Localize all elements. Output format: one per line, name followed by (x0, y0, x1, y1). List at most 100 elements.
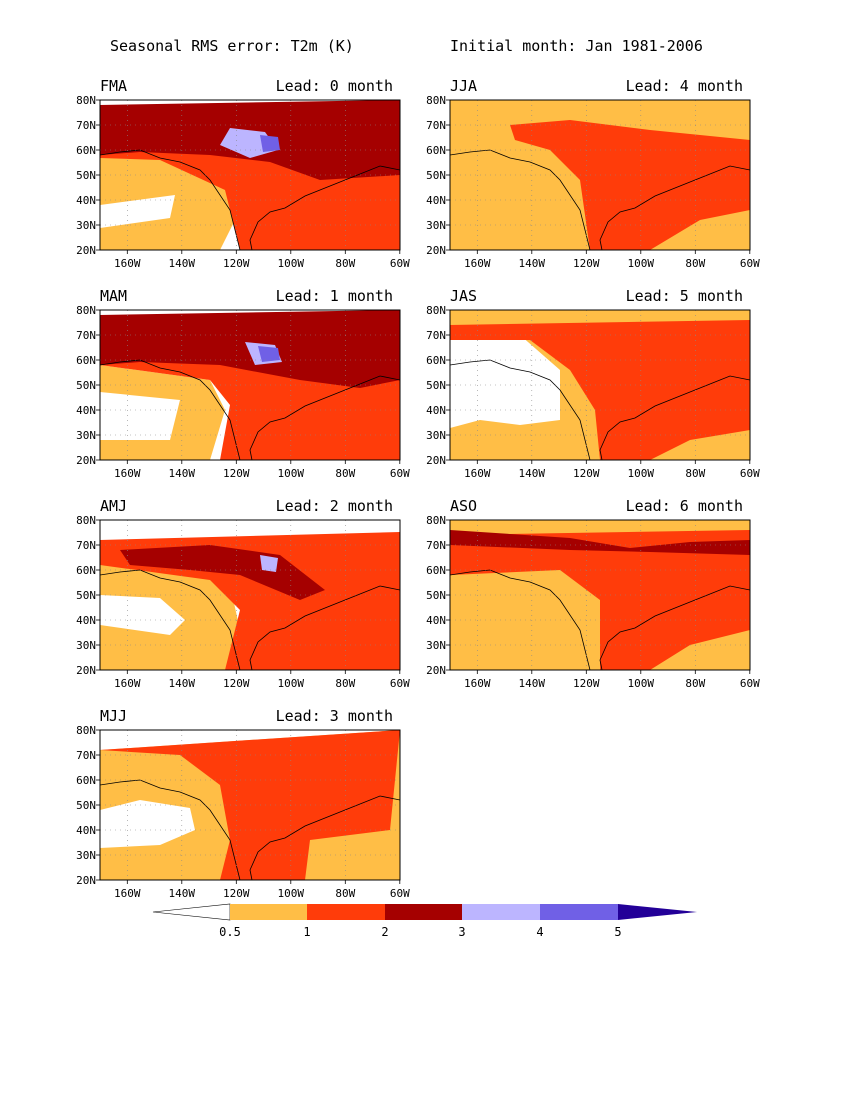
lat-tick-label: 20N (426, 244, 446, 257)
lon-tick-label: 140W (169, 467, 196, 480)
colorbar-upper-arrow (618, 904, 697, 920)
lat-tick-label: 50N (426, 379, 446, 392)
lon-tick-label: 60W (740, 677, 760, 690)
lon-tick-label: 160W (114, 467, 141, 480)
season-label: JJA (450, 77, 477, 95)
lon-tick-label: 80W (335, 257, 355, 270)
colorbar-label-4: 4 (536, 925, 543, 939)
panel-jja: JJA Lead: 4 month 80N 70N 60N 50N 40N 30N 20N 160… (426, 77, 760, 270)
lon-tick-label: 140W (519, 257, 546, 270)
lon-tick-label: 100W (278, 257, 305, 270)
lat-tick-label: 80N (426, 94, 446, 107)
colorbar-label-1: 1 (303, 925, 310, 939)
colorbar-label-3: 3 (458, 925, 465, 939)
lat-tick-label: 70N (76, 749, 96, 762)
lat-tick-label: 70N (76, 539, 96, 552)
colorbar-bin-4 (462, 904, 540, 920)
lat-tick-label: 50N (76, 589, 96, 602)
lat-tick-label: 50N (426, 169, 446, 182)
lat-tick-label: 70N (426, 329, 446, 342)
lon-tick-label: 160W (114, 257, 141, 270)
lon-tick-label: 60W (390, 467, 410, 480)
lon-tick-label: 140W (519, 677, 546, 690)
lat-tick-label: 60N (426, 354, 446, 367)
season-label: MAM (100, 287, 127, 305)
lat-tick-label: 30N (76, 429, 96, 442)
lat-tick-label: 70N (76, 329, 96, 342)
lat-tick-label: 80N (426, 514, 446, 527)
lon-tick-label: 100W (278, 677, 305, 690)
lon-tick-label: 80W (335, 887, 355, 900)
colorbar-bin-1 (230, 904, 307, 920)
lat-tick-label: 80N (76, 94, 96, 107)
lon-tick-label: 120W (573, 467, 600, 480)
lead-label: Lead: 3 month (276, 707, 393, 725)
lat-tick-label: 50N (76, 169, 96, 182)
lon-tick-label: 160W (464, 677, 491, 690)
coastline (450, 569, 750, 670)
lat-tick-label: 40N (426, 194, 446, 207)
season-label: MJJ (100, 707, 127, 725)
lead-label: Lead: 6 month (626, 497, 743, 515)
lat-tick-label: 70N (76, 119, 96, 132)
lon-tick-label: 80W (685, 257, 705, 270)
panel-jas: JAS Lead: 5 month 80N 70N 60N 50N 40N 30N 20N 160… (426, 287, 760, 480)
map-field (100, 532, 400, 670)
lon-tick-label: 120W (573, 257, 600, 270)
lat-tick-label: 60N (426, 144, 446, 157)
lat-tick-label: 40N (76, 614, 96, 627)
lat-tick-label: 30N (76, 219, 96, 232)
coastline (100, 149, 400, 250)
lat-tick-label: 50N (76, 379, 96, 392)
lon-tick-label: 60W (390, 677, 410, 690)
coastline (450, 149, 750, 250)
figure-title: Seasonal RMS error: T2m (K) (110, 37, 354, 55)
lat-tick-label: 50N (76, 799, 96, 812)
lon-tick-label: 100W (278, 887, 305, 900)
panel-fma: FMA Lead: 0 month 80N 70N 60N 50N 40N 30N 20N 160… (76, 77, 410, 270)
lon-tick-label: 60W (740, 257, 760, 270)
lat-tick-label: 60N (426, 564, 446, 577)
lat-tick-label: 60N (76, 354, 96, 367)
lon-tick-label: 140W (169, 677, 196, 690)
lon-tick-label: 160W (464, 467, 491, 480)
initial-month-label: Initial month: Jan 1981-2006 (450, 37, 703, 55)
lead-label: Lead: 2 month (276, 497, 393, 515)
lon-tick-label: 100W (628, 677, 655, 690)
panel-mam: MAM Lead: 1 month 80N 70N 60N 50N 40N 30N 20N 160… (76, 287, 410, 480)
lon-tick-label: 60W (740, 467, 760, 480)
lat-tick-label: 80N (76, 514, 96, 527)
season-label: JAS (450, 287, 477, 305)
lon-tick-label: 160W (464, 257, 491, 270)
lat-tick-label: 20N (76, 244, 96, 257)
lon-tick-label: 120W (573, 677, 600, 690)
lat-tick-label: 40N (426, 404, 446, 417)
lat-tick-label: 30N (426, 429, 446, 442)
lat-tick-label: 70N (426, 539, 446, 552)
lat-tick-label: 20N (76, 454, 96, 467)
coastline (100, 779, 400, 880)
lat-tick-label: 40N (76, 194, 96, 207)
lat-tick-label: 80N (76, 724, 96, 737)
season-label: ASO (450, 497, 477, 515)
lat-tick-label: 30N (76, 849, 96, 862)
coastline (450, 359, 750, 460)
lead-label: Lead: 4 month (626, 77, 743, 95)
lon-tick-label: 100W (628, 467, 655, 480)
coastline (100, 569, 400, 670)
lon-tick-label: 120W (223, 887, 250, 900)
coastline (100, 359, 400, 460)
lat-tick-label: 20N (426, 664, 446, 677)
panels-layer: FMA Lead: 0 month 80N 70N 60N 50N 40N 30N 20N 160… (76, 77, 760, 900)
lon-tick-label: 120W (223, 677, 250, 690)
lon-tick-label: 140W (169, 887, 196, 900)
colorbar-label-5: 5 (614, 925, 621, 939)
lat-tick-label: 70N (426, 119, 446, 132)
season-label: AMJ (100, 497, 127, 515)
map-field (100, 310, 400, 460)
lat-tick-label: 20N (76, 874, 96, 887)
lead-label: Lead: 0 month (276, 77, 393, 95)
lat-tick-label: 80N (426, 304, 446, 317)
lon-tick-label: 100W (278, 467, 305, 480)
